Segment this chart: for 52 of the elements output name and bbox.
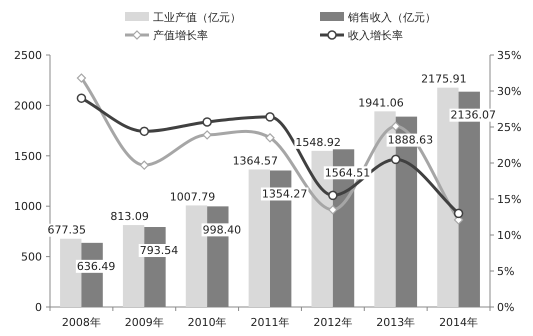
y-tick-label: 1500 [14, 150, 42, 163]
data-label: 813.09 [110, 210, 149, 224]
data-label: 998.40 [202, 223, 242, 236]
y-tick-label: 2500 [14, 49, 42, 62]
point [328, 190, 338, 200]
point [202, 117, 212, 127]
point [391, 122, 400, 131]
y2-tick-label: 5% [497, 265, 514, 278]
x-tick-label: 2012年 [313, 316, 352, 329]
y-tick-label: 2000 [14, 99, 42, 112]
legend-label: 销售收入（亿元） [347, 11, 436, 24]
y-tick-label: 0 [35, 301, 42, 314]
y2-tick-label: 25% [497, 121, 522, 134]
point [454, 208, 464, 218]
legend-label: 产值增长率 [153, 29, 208, 42]
point [265, 112, 275, 122]
y2-tick-label: 35% [497, 49, 522, 62]
point [202, 130, 212, 140]
data-label: 636.49 [76, 260, 116, 273]
x-tick-label: 2010年 [188, 316, 227, 329]
data-label: 1888.63 [388, 134, 434, 147]
legend-label: 工业产值（亿元） [153, 11, 241, 24]
y2-tick-label: 15% [497, 193, 522, 206]
data-label: 1941.06 [358, 96, 404, 110]
point [328, 205, 338, 214]
point [390, 154, 400, 164]
y-tick-label: 500 [21, 250, 42, 264]
data-label: 1564.51 [324, 166, 370, 180]
data-label: 1007.79 [170, 190, 216, 204]
point [76, 93, 86, 103]
data-label: 793.54 [140, 244, 178, 258]
y2-tick-label: 20% [497, 157, 522, 170]
data-label: 677.35 [47, 224, 86, 237]
y2-tick-label: 10% [497, 229, 522, 242]
point [140, 126, 150, 136]
point [265, 133, 275, 142]
point [140, 160, 149, 170]
data-label: 1354.27 [262, 187, 308, 200]
legend-label: 收入增长率 [348, 29, 403, 42]
x-tick-label: 2009年 [124, 316, 164, 329]
data-label: 2136.07 [450, 108, 496, 122]
data-label: 1548.92 [295, 136, 341, 149]
data-label: 1364.57 [232, 154, 278, 168]
x-tick-label: 2013年 [376, 316, 416, 329]
x-tick-label: 2008年 [62, 316, 101, 329]
x-tick-label: 2011年 [250, 316, 290, 329]
y2-tick-label: 0% [497, 301, 514, 314]
y2-tick-label: 30% [497, 85, 522, 98]
point [76, 73, 86, 83]
y-tick-label: 1000 [14, 200, 42, 214]
x-tick-label: 2014年 [439, 316, 478, 329]
data-label: 2175.91 [421, 72, 467, 86]
